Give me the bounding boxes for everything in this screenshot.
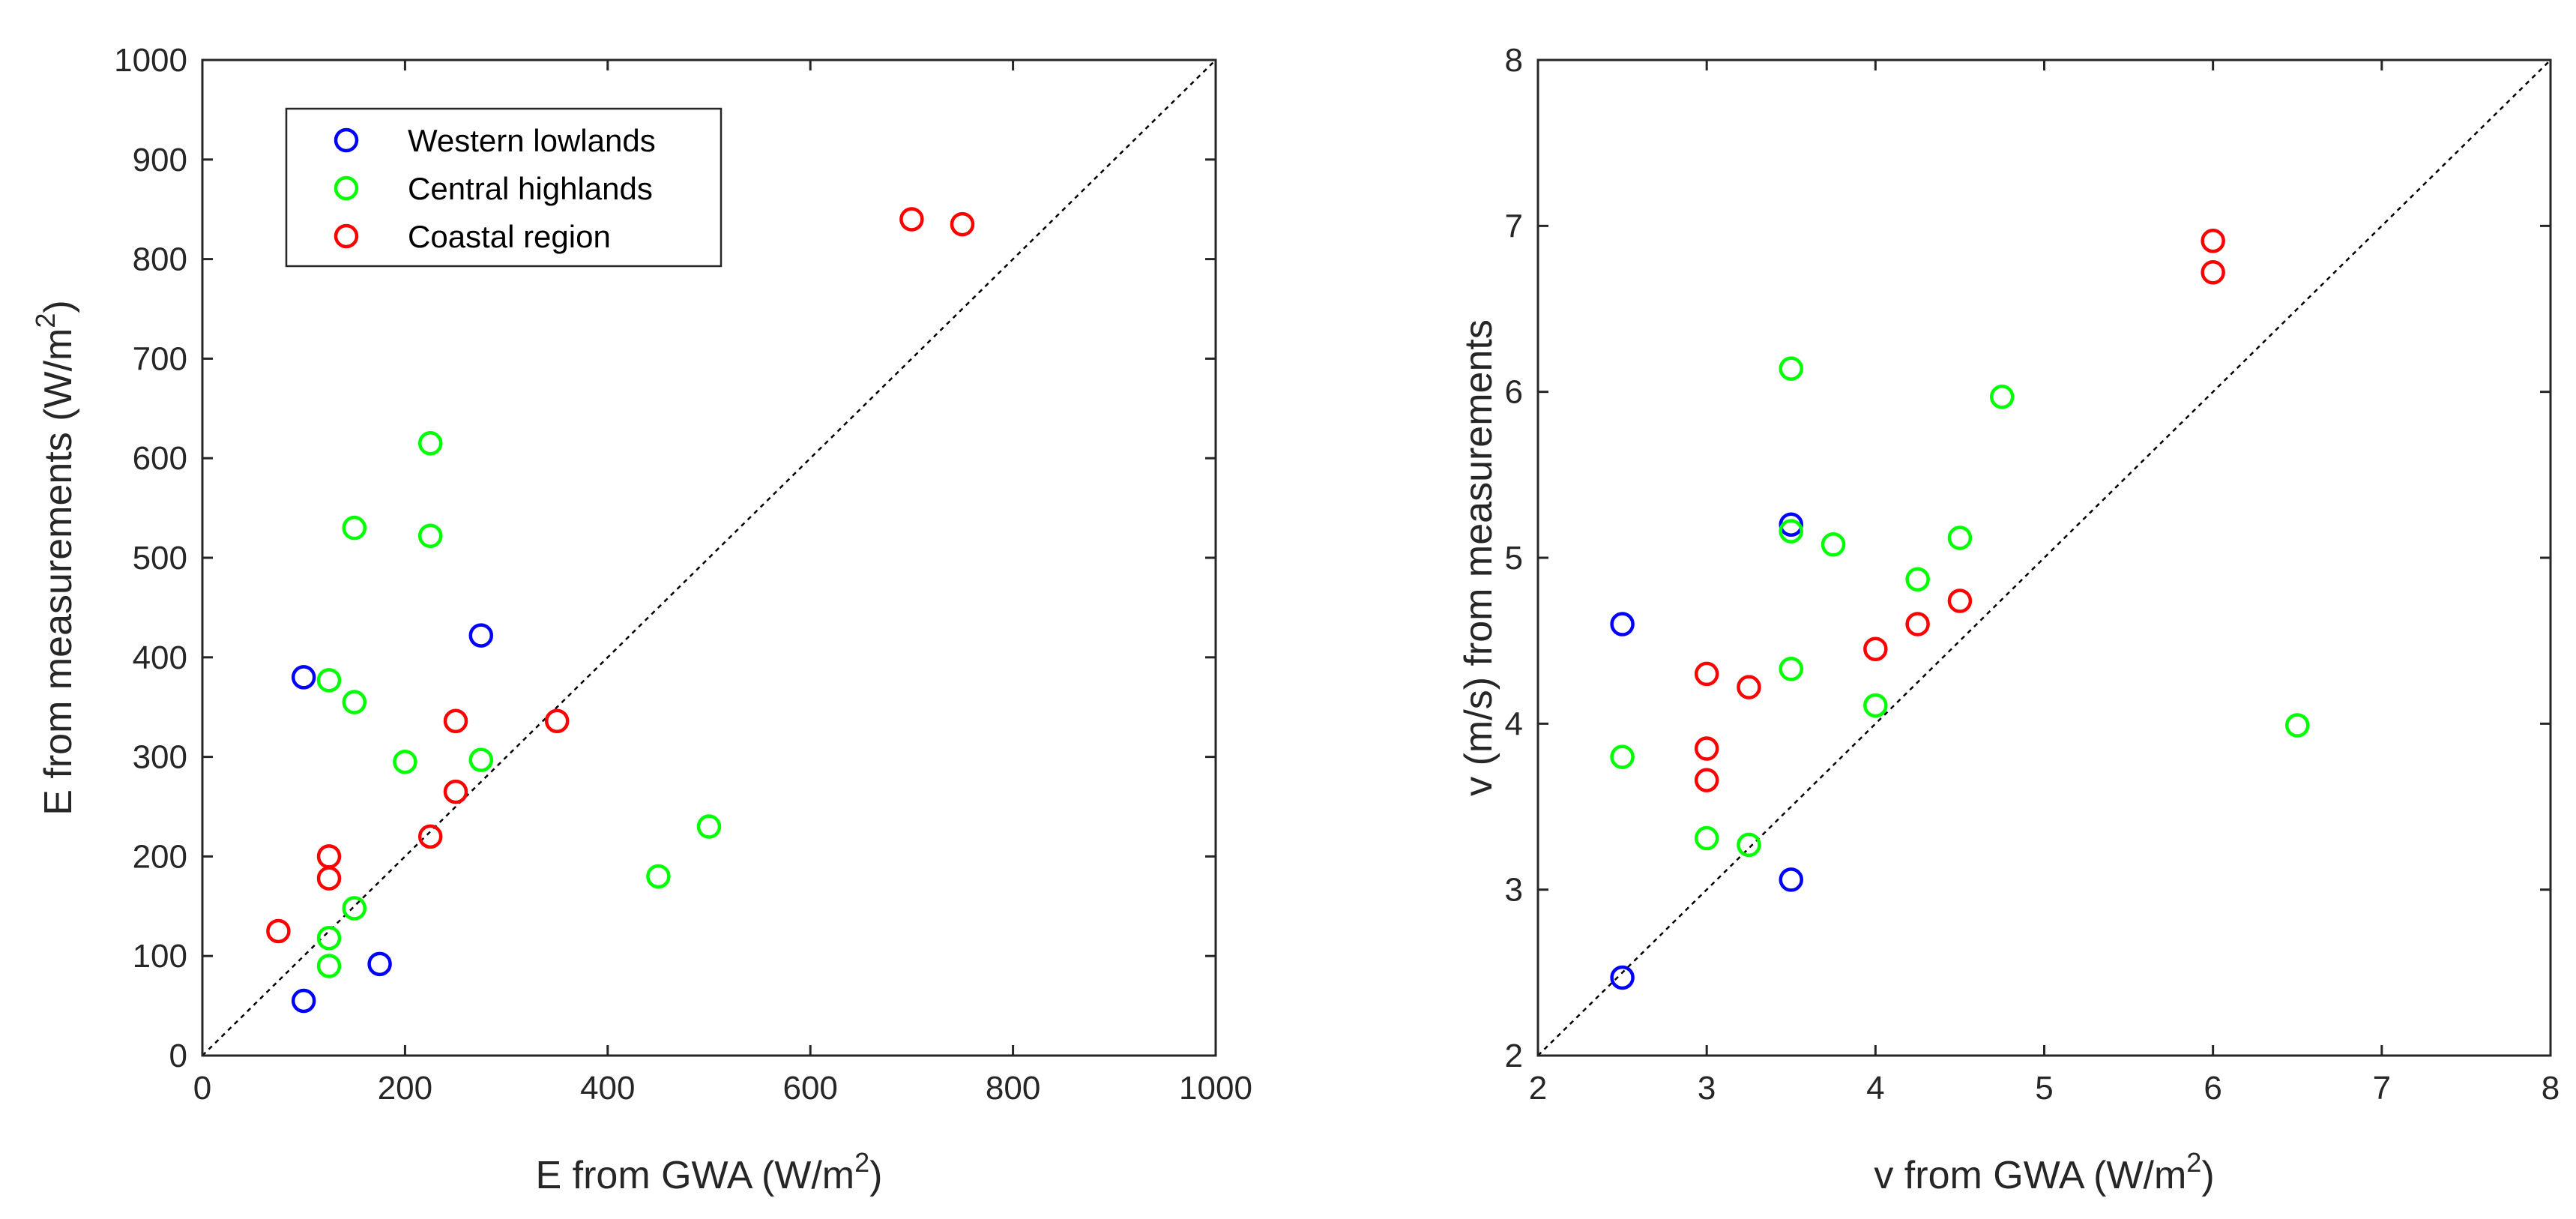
left-point-western-lowlands [291, 665, 316, 690]
left-point-coastal-region [950, 211, 975, 237]
right-x-tick-label: 5 [2035, 1070, 2053, 1107]
left-point-coastal-region [443, 779, 468, 804]
right-point-central-highlands [1694, 825, 1719, 851]
right-y-tick-label: 8 [1505, 42, 1523, 79]
right-point-coastal-region [1694, 736, 1719, 761]
left-point-coastal-region [443, 708, 468, 734]
right-scatter-chart: 2 3 4 5 6 7 8 2 3 4 5 6 7 8 v from GWA (W/m2) v (m/s) f… [1457, 42, 2560, 1197]
right-x-axis-title: v from GWA (W/m2) [1874, 1147, 2214, 1197]
left-point-central-highlands [417, 523, 443, 549]
left-point-central-highlands [342, 896, 367, 921]
left-point-central-highlands [393, 749, 417, 774]
right-point-central-highlands [1779, 657, 1803, 681]
right-y-tick-label: 3 [1505, 872, 1523, 909]
left-point-coastal-region [544, 708, 570, 734]
right-y-axis-title: v (m/s) from measurements [1457, 319, 1500, 796]
left-point-coastal-region [316, 844, 342, 869]
right-point-central-highlands [1779, 356, 1803, 381]
legend-label-western-lowlands: Western lowlands [408, 123, 656, 158]
left-x-tick-label: 600 [782, 1070, 837, 1107]
left-x-axis-title: E from GWA (W/m2) [536, 1147, 883, 1197]
right-point-central-highlands [1737, 832, 1761, 858]
right-y-tick-label: 5 [1505, 540, 1523, 577]
right-point-coastal-region [1863, 636, 1888, 661]
right-point-central-highlands [1779, 519, 1803, 544]
left-x-tick-label: 400 [580, 1070, 635, 1107]
right-point-western-lowlands [1610, 965, 1635, 990]
left-y-tick-label: 300 [133, 739, 187, 776]
left-point-central-highlands [316, 926, 342, 951]
legend-marker-central-highlands [334, 175, 359, 201]
legend [285, 107, 723, 268]
left-point-western-lowlands [367, 951, 392, 977]
left-y-tick-label: 400 [133, 639, 187, 676]
right-reference-line [1537, 59, 2551, 1056]
left-y-tick-label: 100 [133, 938, 187, 975]
left-point-central-highlands [696, 814, 722, 839]
left-x-tick-label: 1000 [1179, 1070, 1252, 1107]
left-point-coastal-region [417, 824, 443, 849]
right-point-coastal-region [1737, 675, 1761, 699]
left-y-tick-label: 0 [169, 1038, 187, 1074]
right-point-central-highlands [1905, 567, 1930, 592]
right-x-tick-label: 4 [1866, 1070, 1884, 1107]
right-point-central-highlands [1947, 526, 1973, 550]
left-x-tick-label: 200 [378, 1070, 432, 1107]
right-point-western-lowlands [1610, 612, 1635, 636]
left-point-central-highlands [316, 668, 342, 693]
right-point-central-highlands [1821, 532, 1846, 557]
left-y-tick-label: 600 [133, 440, 187, 477]
right-point-central-highlands [1610, 744, 1635, 769]
left-y-tick-label: 900 [133, 142, 187, 178]
legend-label-coastal-region: Coastal region [408, 219, 611, 254]
right-point-central-highlands [1863, 693, 1888, 718]
right-point-central-highlands [2285, 713, 2310, 738]
left-point-central-highlands [468, 747, 494, 772]
right-x-tick-label: 2 [1529, 1070, 1547, 1107]
right-y-tick-label: 6 [1505, 374, 1523, 411]
left-point-central-highlands [417, 431, 443, 456]
right-x-tick-label: 8 [2542, 1070, 2560, 1107]
left-y-tick-label: 1000 [114, 42, 187, 79]
right-point-coastal-region [2201, 260, 2225, 285]
right-point-coastal-region [1694, 661, 1719, 687]
right-x-tick-label: 6 [2204, 1070, 2221, 1107]
left-y-tick-label: 700 [133, 340, 187, 377]
right-point-coastal-region [1905, 612, 1930, 636]
left-scatter-chart: 0 200 400 600 800 1000 0 100 200 300 400 500 600 700 8… [30, 42, 1252, 1197]
right-y-tick-label: 2 [1505, 1038, 1523, 1074]
right-point-coastal-region [2201, 229, 2225, 253]
legend-marker-western-lowlands [334, 127, 359, 153]
right-point-western-lowlands [1779, 512, 1803, 537]
right-point-western-lowlands [1779, 867, 1803, 892]
left-point-central-highlands [342, 515, 367, 541]
legend-label-central-highlands: Central highlands [408, 171, 653, 206]
left-point-coastal-region [266, 918, 291, 944]
right-y-tick-label: 7 [1505, 208, 1523, 244]
right-y-tick-label: 4 [1505, 705, 1523, 742]
left-point-coastal-region [316, 866, 342, 891]
right-point-coastal-region [1694, 768, 1719, 792]
left-point-western-lowlands [468, 623, 494, 648]
left-reference-line [202, 59, 1216, 1056]
right-x-tick-label: 7 [2373, 1070, 2391, 1107]
left-y-tick-label: 800 [133, 241, 187, 278]
left-y-tick-label: 500 [133, 540, 187, 577]
left-y-tick-label: 200 [133, 838, 187, 875]
right-x-tick-label: 3 [1698, 1070, 1716, 1107]
left-point-central-highlands [316, 954, 342, 978]
left-point-western-lowlands [291, 988, 316, 1014]
left-x-tick-label: 800 [986, 1070, 1040, 1107]
right-point-central-highlands [1989, 385, 2015, 409]
left-point-central-highlands [342, 690, 367, 714]
left-y-axis-title: E from measurements (W/m2) [30, 300, 80, 815]
legend-marker-coastal-region [334, 223, 359, 249]
left-point-central-highlands [646, 864, 671, 889]
left-x-tick-label: 0 [193, 1070, 211, 1107]
right-point-coastal-region [1947, 589, 1973, 613]
left-point-coastal-region [899, 207, 924, 232]
